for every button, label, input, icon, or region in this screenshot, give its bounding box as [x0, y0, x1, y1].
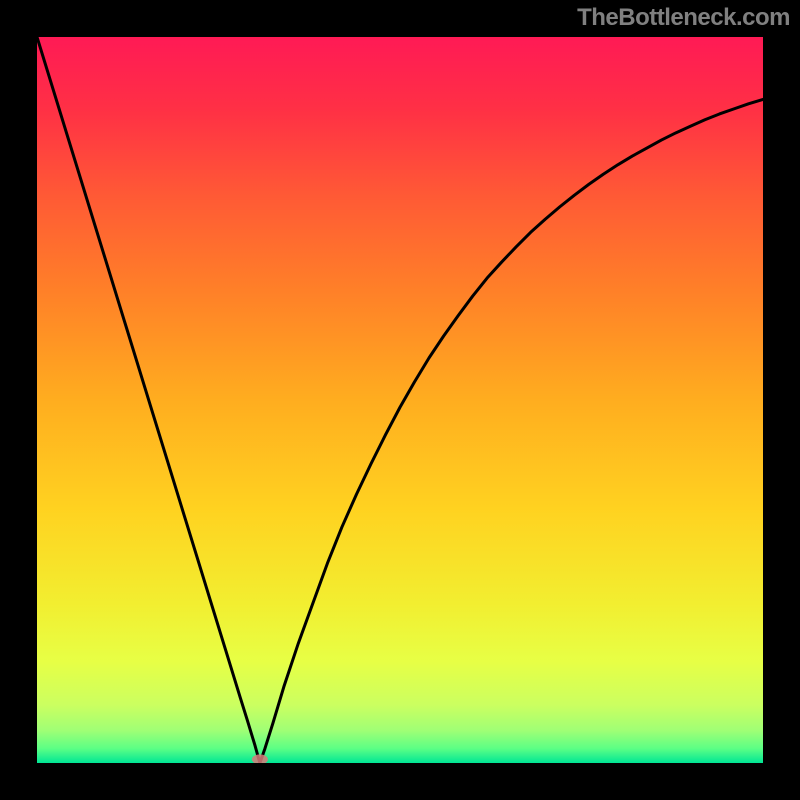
chart-container: TheBottleneck.com: [0, 0, 800, 800]
background-gradient: [37, 37, 763, 763]
plot-svg: [37, 37, 763, 763]
watermark-text: TheBottleneck.com: [577, 4, 790, 32]
plot-area: [37, 37, 763, 763]
